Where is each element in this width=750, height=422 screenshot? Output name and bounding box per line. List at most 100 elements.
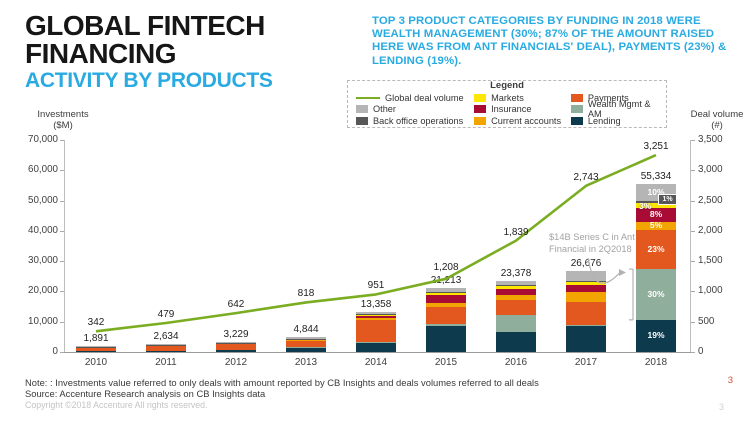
bar-2016-segment-current (496, 294, 536, 300)
left-axis-line (64, 140, 65, 352)
legend-item-label: Global deal volume (385, 92, 464, 103)
bar-2018-segment-current: 5% (636, 220, 676, 231)
bar-2017-segment-backoffice (566, 280, 606, 282)
legend-item-label: Payments (587, 92, 629, 103)
line-value-label-2017: 2,743 (573, 171, 599, 183)
line-value-label-2013: 818 (297, 288, 315, 300)
legend-color-swatch-icon (570, 93, 583, 102)
right-axis-title-line2: (#) (711, 120, 723, 131)
bar-2014-segment-payments (356, 319, 396, 343)
bar-2013-segment-current (286, 339, 326, 341)
bar-total-label-2015: 21,213 (430, 274, 462, 286)
bar-2010 (76, 346, 116, 352)
bar-2018-segment-pct-label: 19% (647, 330, 665, 341)
bar-2014-segment-wealth (356, 342, 396, 344)
bar-2015-segment-wealth (426, 323, 466, 327)
bar-2010-segment-payments (76, 347, 116, 352)
bar-2012 (216, 342, 256, 352)
left-axis-tick-mark (60, 352, 64, 353)
bar-2017-segment-other (566, 271, 606, 281)
bar-2017-segment-payments (566, 301, 606, 325)
x-axis-label-2018: 2018 (644, 357, 668, 368)
right-axis-title: Deal volume (#) (680, 109, 750, 131)
right-axis-tick-mark (691, 230, 695, 232)
bar-2015-segment-backoffice (426, 292, 466, 293)
right-axis-tick-mark (691, 291, 695, 293)
bar-total-label-2016: 23,378 (500, 268, 532, 280)
legend-color-swatch-icon (474, 93, 487, 102)
left-axis-tick-label: 70,000 (28, 134, 58, 145)
legend-item-label: Markets (491, 92, 524, 103)
bar-2016-segment-backoffice (496, 285, 536, 287)
legend-item-lending: Lending (570, 115, 660, 127)
x-axis-label-2015: 2015 (434, 357, 458, 368)
bar-2015-segment-other (426, 287, 466, 293)
bar-2014-segment-lending (356, 343, 396, 352)
legend-item-markets: Markets (474, 92, 571, 104)
x-axis-label-2016: 2016 (504, 357, 528, 368)
left-axis-tick-label: 10,000 (28, 315, 58, 327)
legend-column: Payments Wealth Mgmt & AM Lending (570, 92, 660, 127)
bar-2015-segment-payments (426, 307, 466, 324)
x-axis-label-2013: 2013 (294, 357, 318, 368)
left-axis-title-line1: Investments (37, 109, 89, 120)
bar-2014-segment-insurance (356, 315, 396, 318)
right-axis-tick-label: 1,000 (698, 285, 723, 297)
footnote: Note: : Investments value referred to on… (25, 377, 539, 388)
left-axis-tick-label: 30,000 (28, 255, 58, 267)
bar-2014-segment-markets (356, 314, 396, 316)
copyright-note: Copyright ©2018 Accenture All rights res… (25, 400, 208, 410)
bar-2018-segment-pct-label: 5% (649, 220, 663, 231)
key-insight-callout: TOP 3 PRODUCT CATEGORIES BY FUNDING IN 2… (372, 15, 727, 67)
right-axis-tick-mark (691, 321, 695, 323)
bar-2014 (356, 311, 396, 352)
x-axis-label-2011: 2011 (155, 357, 177, 368)
right-axis-tick-mark (691, 140, 695, 141)
left-axis-tick-mark (60, 261, 64, 263)
bar-2015-segment-lending (426, 326, 466, 352)
legend-item-label: Other (373, 104, 396, 115)
bar-total-label-2013: 4,844 (293, 324, 319, 336)
bar-2013-segment-other (286, 337, 326, 339)
bar-2017-segment-insurance (566, 284, 606, 293)
bar-2014-segment-current (356, 317, 396, 320)
bar-total-label-2012: 3,229 (223, 329, 249, 341)
bar-2015-segment-markets (426, 292, 466, 296)
left-axis-title-line2: ($M) (53, 120, 73, 131)
left-axis-tick-mark (60, 200, 64, 202)
legend-item-label: Lending (587, 115, 621, 126)
left-axis-title: Investments ($M) (23, 109, 103, 131)
right-axis-tick-label: 2,000 (698, 224, 723, 236)
legend-item-other: Other (356, 104, 474, 116)
right-axis-tick-mark (691, 200, 695, 202)
bar-2011-segment-payments (146, 345, 186, 351)
legend-item-wealth-mgmt-am: Wealth Mgmt & AM (570, 99, 660, 119)
bar-2014-segment-other (356, 311, 396, 315)
right-axis-tick-label: 500 (698, 315, 715, 327)
bar-2012-segment-payments (216, 343, 256, 350)
legend-item-global-deal-volume: Global deal volume (356, 92, 474, 104)
bar-2017-segment-wealth (566, 324, 606, 327)
bar-total-label-2014: 13,358 (360, 298, 392, 310)
legend-color-swatch-icon (356, 116, 368, 125)
legend-item-current-accounts: Current accounts (474, 115, 571, 127)
bar-total-label-2017: 26,676 (570, 258, 602, 270)
bar-2015-segment-insurance (426, 295, 466, 303)
ant-financial-annotation: $14B Series C in Ant Financial in 2Q2018 (549, 232, 635, 254)
legend-columns: Global deal volume Other Back office opera… (348, 91, 666, 127)
right-axis-tick-label: 1,500 (698, 255, 723, 267)
left-axis-tick-mark (60, 291, 64, 293)
bar-2018-segment-lending: 19% (636, 319, 676, 352)
bar-2016-segment-wealth (496, 315, 536, 333)
bar-2018-segment-wealth: 30% (636, 269, 676, 320)
right-axis-line (690, 140, 691, 352)
right-axis-tick-label: 3,000 (698, 164, 723, 176)
bar-2017-segment-current (566, 292, 606, 302)
page-subtitle: ACTIVITY BY PRODUCTS (25, 69, 273, 92)
bar-2011-segment-other (146, 344, 186, 345)
x-axis-label-2012: 2012 (224, 357, 248, 368)
legend-item-back-office-operations: Back office operations (356, 115, 474, 127)
left-axis-tick-mark (60, 170, 64, 172)
bar-2016-segment-other (496, 281, 536, 286)
